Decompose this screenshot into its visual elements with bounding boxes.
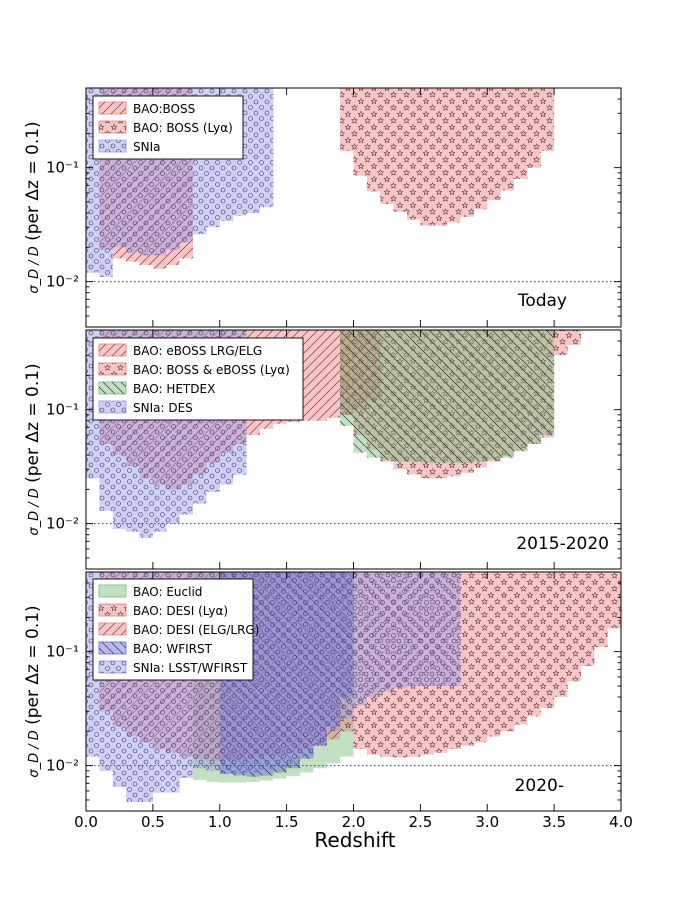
legend-swatch-pattern: [99, 140, 126, 152]
panel-2015-2020: 10⁻²10⁻¹ 2015-2020 BAO: eBOSS LRG/ELGBAO…: [23, 329, 622, 570]
x-tick-label: 2.5: [408, 813, 432, 831]
legend-label: BAO: WFIRST: [133, 642, 213, 656]
panel-label: 2015-2020: [516, 534, 609, 554]
series-pattern: [340, 330, 555, 464]
legend-swatch-pattern: [99, 344, 126, 356]
legend-swatch-pattern: [99, 623, 126, 635]
legend-label: BAO: Euclid: [133, 585, 202, 599]
x-axis-label: Redshift: [314, 828, 395, 852]
x-axis-tick-labels: 0.0 0.5 1.0 1.5 2.0 2.5 3.0 3.5 4.0: [74, 813, 633, 831]
y-tick-label: 10⁻²: [46, 273, 79, 291]
legend-label: BAO: eBOSS LRG/ELG: [133, 344, 262, 358]
legend-label: BAO: BOSS (Lyα): [133, 121, 233, 135]
legend-swatch-pattern: [99, 604, 126, 616]
legend-label: SNIa: [133, 140, 161, 154]
legend-box: [92, 337, 304, 421]
panel-label: Today: [517, 291, 567, 311]
x-tick-label: 2.0: [342, 813, 366, 831]
panel-2020: 10⁻² 10⁻¹ 2020- BAO: Euclid BAO: DESI (Lyα…: [23, 571, 622, 812]
legend-label: SNIa: LSST/WFIRST: [133, 661, 248, 675]
legend-label: BAO: DESI (Lyα): [133, 604, 228, 618]
legend-swatch-pattern: [99, 661, 126, 673]
y-tick-label: 10⁻²: [46, 757, 79, 775]
legend-label: BAO: BOSS & eBOSS (Lyα): [133, 363, 290, 377]
series-pattern: [340, 88, 555, 226]
legend-swatch-pattern: [99, 401, 126, 413]
series-bao-boss-ly: [340, 88, 555, 226]
y-tick-label: 10⁻¹: [46, 159, 79, 177]
legend: BAO: eBOSS LRG/ELG BAO: BOSS & eBOSS (Lyα…: [92, 337, 304, 421]
y-axis-label: σ_D / D (per Δz = 0.1): [23, 121, 43, 293]
legend-label: BAO:BOSS: [133, 102, 195, 116]
legend: BAO: Euclid BAO: DESI (Lyα) BAO: DESI (ELG…: [92, 578, 259, 681]
x-tick-label: 3.0: [475, 813, 499, 831]
x-tick-label: 1.0: [208, 813, 232, 831]
legend-label: SNIa: DES: [133, 401, 193, 415]
panel-today: 10⁻² 10⁻¹ Today BAO:BOSS BAO: BOSS (Lyα) SN…: [23, 87, 622, 328]
legend-label: BAO: DESI (ELG/LRG): [133, 623, 259, 637]
x-tick-label: 4.0: [609, 813, 633, 831]
series-bao-hetdex: [340, 330, 555, 464]
x-tick-label: 0.0: [74, 813, 98, 831]
x-tick-label: 0.5: [141, 813, 165, 831]
panel-label: 2020-: [515, 776, 564, 796]
x-tick-label: 3.5: [542, 813, 566, 831]
y-tick-label: 10⁻¹: [46, 643, 79, 661]
legend-swatch-pattern: [99, 121, 126, 133]
y-axis-label: σ_D / D (per Δz = 0.1): [23, 363, 43, 535]
legend-swatch-pattern: [99, 642, 126, 654]
legend: BAO:BOSS BAO: BOSS (Lyα) SNIa: [92, 95, 244, 160]
y-tick-label: 10⁻²: [46, 515, 79, 533]
legend-swatch: [98, 584, 127, 598]
legend-label: BAO: HETDEX: [133, 382, 215, 396]
x-tick-label: 1.5: [275, 813, 299, 831]
legend-swatch-pattern: [99, 382, 126, 394]
legend-swatch-pattern: [99, 363, 126, 375]
legend-swatch-pattern: [99, 102, 126, 114]
y-axis-label: σ_D / D (per Δz = 0.1): [23, 605, 43, 777]
y-tick-label: 10⁻¹: [46, 401, 79, 419]
